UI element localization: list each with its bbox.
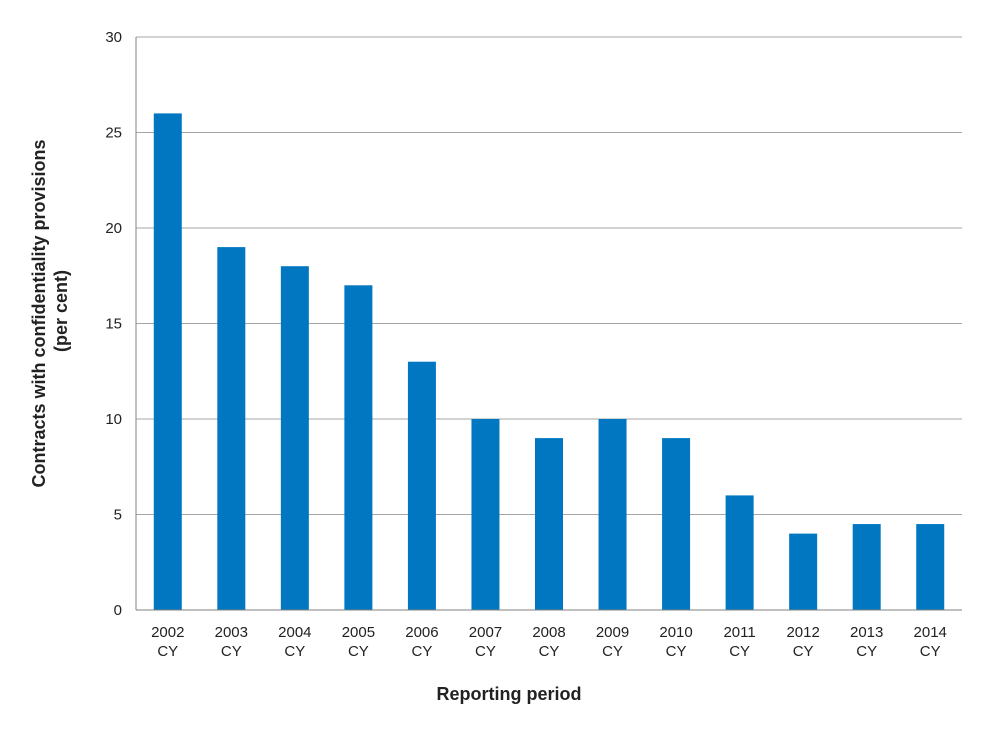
x-tick-label-line: CY xyxy=(475,643,496,660)
bar xyxy=(852,524,881,610)
bar xyxy=(789,533,818,610)
x-tick-label: 2002 CY xyxy=(151,624,184,660)
x-tick-label-line: 2003 xyxy=(215,624,248,641)
x-tick-label-line: 2007 xyxy=(469,624,502,641)
x-tick-label: 2003 CY xyxy=(215,624,248,660)
x-tick-label-line: CY xyxy=(539,643,560,660)
y-tick-label: 15 xyxy=(105,316,122,333)
bars xyxy=(153,113,945,611)
bar xyxy=(916,524,945,610)
gridlines xyxy=(136,36,962,515)
x-axis-title: Reporting period xyxy=(437,684,582,704)
x-tick-label-line: 2002 xyxy=(151,624,184,641)
bar xyxy=(407,361,436,610)
bar xyxy=(598,419,627,610)
y-tick-label: 25 xyxy=(105,125,122,142)
x-tick-label-line: CY xyxy=(348,643,369,660)
x-tick-label: 2013 CY xyxy=(850,624,883,660)
x-tick-label-line: CY xyxy=(412,643,433,660)
y-tick-labels: 0 5 10 15 20 25 30 xyxy=(105,29,122,619)
x-tick-label-line: CY xyxy=(157,643,178,660)
x-tick-label-line: CY xyxy=(221,643,242,660)
x-tick-label-line: 2014 xyxy=(914,624,947,641)
x-tick-label: 2006 CY xyxy=(405,624,438,660)
x-tick-label: 2007 CY xyxy=(469,624,502,660)
x-tick-label-line: CY xyxy=(856,643,877,660)
bar xyxy=(535,438,563,610)
y-axis-title: Contracts with confidentiality provision… xyxy=(29,134,71,487)
y-tick-label: 20 xyxy=(105,220,122,237)
y-axis-title-line-1: Contracts with confidentiality provision… xyxy=(29,139,49,487)
x-tick-label-line: 2009 xyxy=(596,624,629,641)
x-tick-label-line: 2005 xyxy=(342,624,375,641)
bar xyxy=(725,495,754,610)
bar xyxy=(662,438,691,610)
y-tick-label: 0 xyxy=(114,602,122,619)
y-tick-label: 30 xyxy=(105,29,122,46)
axes xyxy=(135,37,962,611)
y-axis-title-line-2: (per cent) xyxy=(51,270,71,352)
x-tick-label: 2004 CY xyxy=(278,624,311,660)
bar xyxy=(217,247,246,610)
bar xyxy=(153,113,182,611)
x-tick-label-line: CY xyxy=(920,643,941,660)
y-tick-label: 10 xyxy=(105,411,122,428)
x-tick-label-line: CY xyxy=(666,643,687,660)
x-tick-label-line: 2013 xyxy=(850,624,883,641)
x-tick-label-line: 2008 xyxy=(532,624,565,641)
x-tick-label-line: 2006 xyxy=(405,624,438,641)
x-tick-label: 2009 CY xyxy=(596,624,629,660)
x-tick-label-line: CY xyxy=(729,643,750,660)
x-tick-label-line: 2011 xyxy=(723,624,755,641)
bar xyxy=(344,285,373,610)
x-tick-label-line: CY xyxy=(602,643,623,660)
x-tick-label: 2010 CY xyxy=(659,624,692,660)
bar xyxy=(280,266,309,610)
x-tick-label: 2011 CY xyxy=(723,624,755,660)
x-tick-label-line: 2010 xyxy=(659,624,692,641)
y-tick-label: 5 xyxy=(114,507,122,524)
x-tick-label-line: CY xyxy=(793,643,814,660)
x-tick-label-line: 2004 xyxy=(278,624,311,641)
x-tick-label: 2014 CY xyxy=(914,624,947,660)
bar xyxy=(471,419,500,610)
x-tick-label-line: CY xyxy=(284,643,305,660)
x-tick-label-line: 2012 xyxy=(786,624,819,641)
x-tick-label: 2008 CY xyxy=(532,624,565,660)
x-tick-label: 2012 CY xyxy=(786,624,819,660)
x-tick-label: 2005 CY xyxy=(342,624,375,660)
